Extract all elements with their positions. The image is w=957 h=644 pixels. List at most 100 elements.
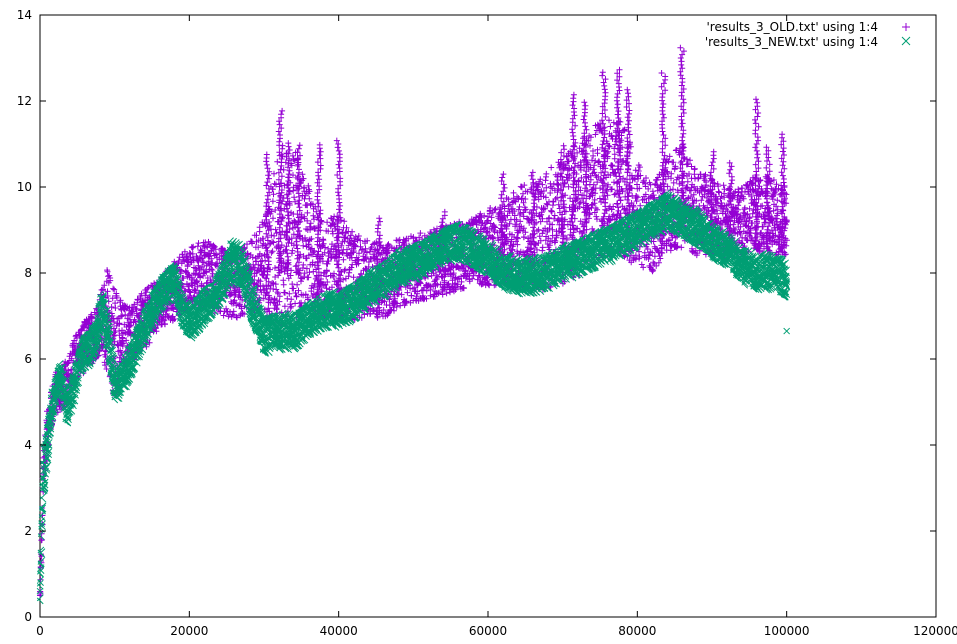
data-point [260,334,268,341]
data-point [529,273,537,281]
y-tick-label: 14 [17,8,32,22]
data-point [409,261,417,268]
data-point [103,329,111,337]
data-point [648,218,656,225]
data-point [163,282,171,290]
y-tick-label: 8 [24,266,32,280]
x-tick-label: 80000 [618,624,656,638]
data-point [395,265,402,273]
data-point [85,347,92,354]
data-point [633,226,641,234]
data-point [514,273,522,281]
data-point [70,385,77,393]
data-point [380,278,387,285]
data-point [544,227,551,233]
legend-label-old: 'results_3_OLD.txt' using 1:4 [707,20,879,34]
data-point [178,308,186,316]
data-point [290,329,298,337]
data-point [77,351,85,359]
spike [262,151,273,299]
x-tick-label: 120000 [913,624,957,638]
data-point [141,325,148,333]
data-point [126,330,133,337]
series-new [36,189,791,605]
spike [275,107,286,276]
x-tick-label: 100000 [764,624,810,638]
data-point [40,467,48,475]
data-point [261,265,267,272]
data-point [119,334,126,341]
data-point [469,248,477,255]
x-tick-label: 0 [36,624,44,638]
x-tick-label: 20000 [170,624,208,638]
data-point [499,269,507,277]
data-point [171,278,178,285]
legend-marker-glyph [901,36,911,46]
data-point [335,308,343,316]
data-point [439,243,447,251]
y-tick-label: 6 [24,352,32,366]
data-point [44,441,51,449]
data-point [574,256,581,264]
data-point [156,295,163,303]
series-layer [36,44,791,605]
data-point [111,381,119,389]
data-point [92,334,100,341]
data-point [126,359,133,367]
data-point [619,235,626,242]
data-point [738,265,746,273]
data-point [424,252,432,260]
data-point [320,308,328,316]
data-point [275,329,283,337]
legend-label-new: 'results_3_NEW.txt' using 1:4 [705,35,878,49]
data-point [227,261,234,268]
outlier-point [783,327,791,335]
data-point [708,239,716,247]
data-point [544,269,552,277]
data-point [723,248,731,255]
x-tick-label: 60000 [469,624,507,638]
data-point [559,261,567,268]
series-cloud [37,117,790,597]
data-point [305,316,313,324]
spike [763,144,773,254]
legend: 'results_3_OLD.txt' using 1:4 'results_3… [705,20,911,49]
data-point [738,218,745,225]
legend-marker-new [901,36,911,46]
data-point [454,239,462,247]
legend-marker-glyph [902,23,910,31]
data-point [111,338,118,345]
data-point [238,265,245,273]
y-tick-label: 0 [24,610,32,624]
data-point [57,372,65,380]
data-point [97,308,105,316]
data-point [768,269,776,277]
data-point [678,218,686,225]
spike [752,96,762,251]
data-point [693,226,701,234]
legend-marker-old [902,23,910,31]
data-point [215,286,223,294]
data-point [753,269,761,277]
data-point [249,304,257,311]
spike [599,69,609,227]
y-tick-label: 2 [24,524,32,538]
x-tick-label: 40000 [320,624,358,638]
data-point [133,342,141,350]
data-point [663,209,671,217]
data-point [185,321,193,328]
spike [778,131,788,258]
data-point [604,243,611,251]
axis-layer: 0 20000 40000 60000 80000 100000 120000 0 2 4 6 8 10… [17,8,957,638]
data-point [589,248,596,255]
data-point [51,390,59,397]
data-point [589,192,596,199]
data-point [320,270,327,276]
data-point [186,274,193,281]
data-point [305,244,312,251]
data-point [47,407,55,414]
data-point [148,308,156,316]
spike [283,140,293,274]
data-point [350,299,357,307]
